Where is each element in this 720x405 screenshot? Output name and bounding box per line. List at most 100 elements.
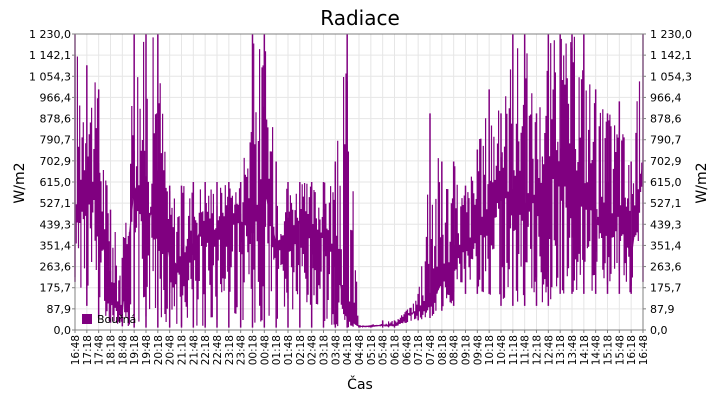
series-line-segment [251, 185, 265, 230]
x-tick-label: 00:18 [248, 335, 260, 365]
series-line-segment [547, 161, 561, 186]
series-line-segment [145, 180, 159, 234]
y-tick-label-left: 439,3 [40, 218, 72, 231]
series-line-segment [275, 233, 289, 247]
y-tick-label-left: 175,7 [40, 282, 72, 295]
y-tick-label-left: 966,4 [40, 91, 72, 104]
series-line-segment [559, 161, 573, 174]
x-tick-label: 09:48 [472, 335, 484, 365]
y-tick-label-right: 263,6 [650, 261, 682, 274]
series-layer [74, 34, 644, 328]
x-tick-label: 16:18 [626, 335, 638, 365]
series-line-segment [476, 209, 490, 235]
x-tick-label: 20:48 [165, 335, 177, 365]
x-tick-label: 15:48 [614, 335, 626, 365]
series-line-segment [536, 185, 549, 199]
x-tick-label: 07:18 [413, 335, 425, 365]
series-line-segment [417, 305, 431, 312]
x-tick-label: 16:48 [638, 335, 650, 365]
series-line-segment [394, 315, 407, 326]
x-tick-label: 23:48 [236, 335, 248, 365]
y-tick-label-left: 1 142,1 [29, 49, 71, 62]
x-tick-label: 03:18 [319, 335, 331, 365]
series-line-segment [512, 197, 526, 211]
x-tick-label: 03:48 [330, 335, 342, 365]
series-line-segment [180, 245, 194, 271]
series-line-segment [334, 257, 348, 319]
x-tick-label: 08:18 [437, 335, 449, 365]
series-line-segment [488, 185, 502, 210]
x-tick-label: 22:48 [212, 335, 224, 365]
x-tick-label: 13:48 [567, 335, 579, 365]
x-tick-label: 04:18 [342, 335, 354, 365]
x-tick-label: 19:18 [129, 335, 141, 365]
x-tick-label: 05:18 [366, 335, 378, 365]
series-line-segment [133, 185, 147, 234]
series-line-segment [441, 257, 455, 283]
x-axis-label: Čas [347, 375, 373, 393]
axes: 0,0 0,0 87,9 87,9 175,7 175,7 263,6 263,6 351,4 3… [29, 28, 692, 365]
x-tick-label: 21:18 [177, 335, 189, 365]
series-line-segment [406, 310, 419, 317]
y-tick-label-right: 351,4 [650, 239, 682, 252]
plot-frame [74, 33, 644, 331]
series-line-segment [630, 161, 644, 258]
legend-label: Bouřná [97, 313, 136, 326]
series-line-segment [98, 209, 112, 294]
x-tick-label: 09:18 [461, 335, 473, 365]
y-tick-label-left: 702,9 [40, 155, 72, 168]
x-tick-label: 12:48 [543, 335, 555, 365]
x-tick-label: 10:48 [496, 335, 508, 365]
series-line-segment [370, 324, 383, 327]
series-line-segment [311, 233, 324, 240]
x-tick-label: 23:18 [224, 335, 236, 365]
x-tick-label: 13:18 [555, 335, 567, 365]
series-line-segment [240, 221, 253, 230]
series-line-segment [157, 180, 171, 258]
y-tick-label-right: 702,9 [650, 155, 682, 168]
x-tick-label: 12:18 [532, 335, 544, 365]
y-tick-label-left: 615,0 [40, 176, 72, 189]
x-tick-label: 18:18 [106, 335, 118, 365]
series-line-segment [571, 173, 585, 187]
y-tick-label-right: 87,9 [650, 303, 675, 316]
y-tick-label-left: 1 230,0 [29, 28, 71, 41]
x-tick-label: 07:48 [425, 335, 437, 365]
x-tick-label: 05:48 [378, 335, 390, 365]
series-line-segment [192, 221, 206, 247]
y-tick-label-left: 351,4 [40, 239, 72, 252]
y-tick-label-right: 175,7 [650, 282, 682, 295]
y-tick-label-left: 1 054,3 [29, 70, 71, 83]
x-tick-label: 17:48 [94, 335, 106, 365]
y-tick-label-left: 790,7 [40, 134, 72, 147]
series-line-segment [618, 209, 632, 258]
series-line-segment [429, 281, 443, 307]
y-axis-label-right: W/m2 [694, 162, 710, 203]
series-line-segment [169, 257, 182, 271]
y-axis-label-left: W/m2 [12, 162, 28, 203]
y-tick-label-left: 527,1 [40, 197, 72, 210]
y-tick-label-right: 439,3 [650, 218, 682, 231]
x-tick-label: 11:48 [520, 335, 532, 365]
y-tick-label-left: 263,6 [40, 261, 72, 274]
series-line-segment [216, 209, 230, 235]
y-tick-label-right: 1 054,3 [650, 70, 692, 83]
x-tick-label: 22:18 [200, 335, 212, 365]
series-line-segment [228, 209, 242, 223]
y-tick-label-right: 615,0 [650, 176, 682, 189]
series-line-segment [121, 185, 135, 311]
series-line-segment [465, 233, 478, 247]
series-line-segment [287, 221, 301, 235]
y-tick-label-right: 1 230,0 [650, 28, 692, 41]
y-tick-label-right: 0,0 [650, 324, 668, 337]
y-tick-label-right: 1 142,1 [650, 49, 692, 62]
y-tick-label-left: 878,6 [40, 113, 72, 126]
x-tick-label: 00:48 [259, 335, 271, 365]
series-line-segment [86, 173, 100, 210]
x-tick-label: 20:18 [153, 335, 165, 365]
x-tick-label: 10:18 [484, 335, 496, 365]
series-line-segment [500, 185, 514, 199]
chart-title: Radiace [320, 6, 400, 30]
